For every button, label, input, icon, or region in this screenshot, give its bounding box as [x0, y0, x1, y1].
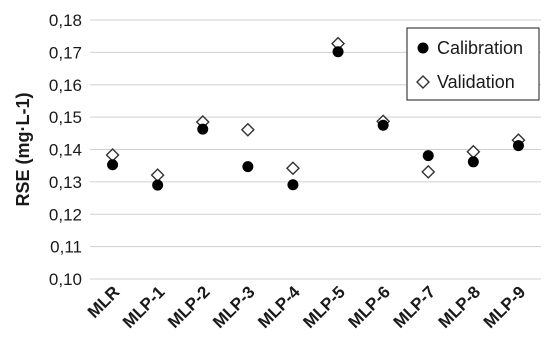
data-points — [105, 36, 526, 191]
legend-box — [406, 27, 540, 101]
x-category-label: MLP-2 — [164, 282, 213, 331]
calibration-point — [287, 179, 299, 191]
validation-point — [285, 161, 300, 176]
calibration-point — [467, 156, 479, 168]
x-category-label: MLP-9 — [480, 282, 529, 331]
legend-marker — [416, 75, 430, 89]
y-tick-label: 0,11 — [50, 238, 82, 257]
legend-marker — [417, 42, 429, 54]
x-category-label: MLP-8 — [435, 282, 484, 331]
x-category-label: MLP-7 — [390, 282, 439, 331]
validation-point — [466, 144, 481, 159]
y-tick-label: 0,17 — [49, 43, 82, 62]
x-category-labels: MLRMLP-1MLP-2MLP-3MLP-4MLP-5MLP-6MLP-7ML… — [84, 282, 529, 332]
validation-point — [421, 164, 436, 179]
x-category-label: MLR — [84, 282, 123, 321]
calibration-point — [332, 46, 344, 58]
calibration-point — [242, 161, 254, 173]
legend-label: Validation — [437, 72, 515, 92]
x-category-label: MLP-6 — [344, 282, 393, 331]
calibration-point — [512, 140, 524, 152]
calibration-point — [422, 150, 434, 162]
y-tick-label: 0,13 — [49, 173, 82, 192]
y-tick-labels: 0,10 0,11 0,12 0,13 0,14 0,15 0,16 0,17 0,18 — [49, 11, 82, 289]
y-tick-label: 0,10 — [49, 270, 82, 289]
x-category-label: MLP-3 — [209, 282, 258, 331]
legend: Calibration Validation — [406, 27, 540, 101]
calibration-point — [377, 119, 389, 131]
y-tick-label: 0,14 — [49, 141, 82, 160]
x-category-label: MLP-1 — [119, 282, 168, 331]
legend-label: Calibration — [437, 38, 523, 58]
calibration-point — [107, 159, 119, 171]
x-category-label: MLP-4 — [254, 282, 304, 332]
y-tick-label: 0,15 — [49, 108, 82, 127]
calibration-point — [197, 123, 209, 135]
validation-point — [240, 122, 255, 137]
calibration-point — [152, 179, 164, 191]
validation-point — [105, 148, 120, 162]
y-tick-label: 0,18 — [49, 11, 82, 30]
validation-point — [150, 168, 165, 183]
grid-lines — [90, 19, 541, 280]
y-tick-label: 0,12 — [49, 205, 82, 224]
y-axis-title: RSE (mg·L-1) — [13, 93, 33, 207]
x-category-label: MLP-5 — [299, 282, 348, 331]
y-tick-label: 0,16 — [49, 76, 82, 95]
